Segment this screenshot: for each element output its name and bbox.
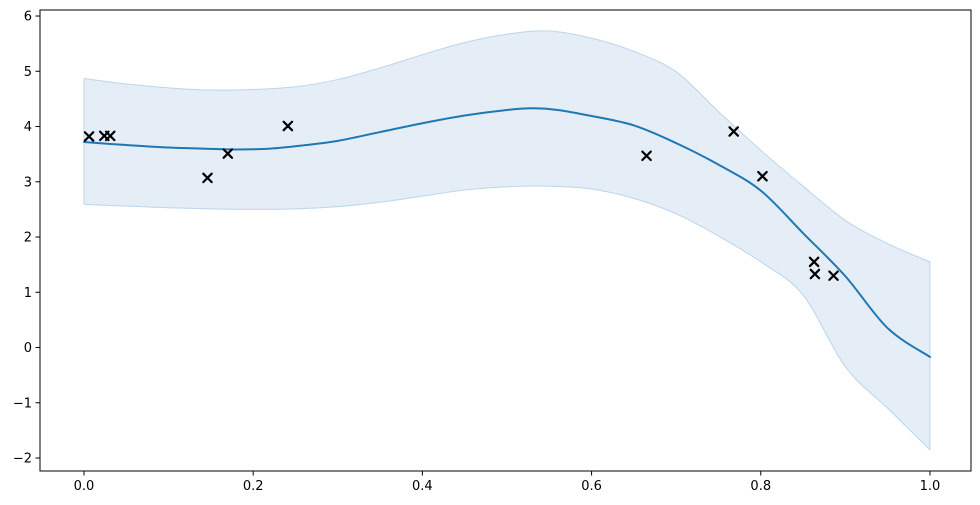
y-tick-label: 2 [24,231,32,246]
x-tick-label: 0.2 [243,479,264,494]
y-tick-label: 4 [24,120,32,135]
x-marker [282,120,294,132]
y-tick-label: −1 [13,396,32,411]
y-axis: 6 5 4 3 2 1 0 −1 −2 [13,10,40,467]
x-marker [202,172,213,184]
x-tick-label: 0.0 [74,479,95,494]
x-tick-label: 0.6 [581,479,602,494]
x-axis: 0.0 0.2 0.4 0.6 0.8 1.0 [74,471,941,494]
y-tick-label: 5 [24,65,32,80]
x-marker [828,270,839,281]
x-marker [808,256,820,268]
y-tick-label: 0 [24,341,32,356]
x-tick-label: 0.8 [750,479,771,494]
y-tick-label: −2 [13,452,32,467]
y-tick-label: 3 [24,175,32,190]
x-marker [728,126,739,137]
observation-markers [83,120,839,281]
x-tick-label: 1.0 [920,479,941,494]
mean-prediction-line [82,107,931,358]
x-marker [222,148,234,159]
x-tick-label: 0.4 [412,479,433,494]
y-tick-label: 1 [24,286,32,301]
confidence-band [83,30,931,451]
x-marker [83,131,95,142]
plot-spines [39,9,972,472]
x-marker [809,268,821,280]
x-marker [104,130,116,142]
x-marker [757,170,768,182]
y-tick-label: 6 [24,10,32,25]
x-marker [641,150,652,162]
